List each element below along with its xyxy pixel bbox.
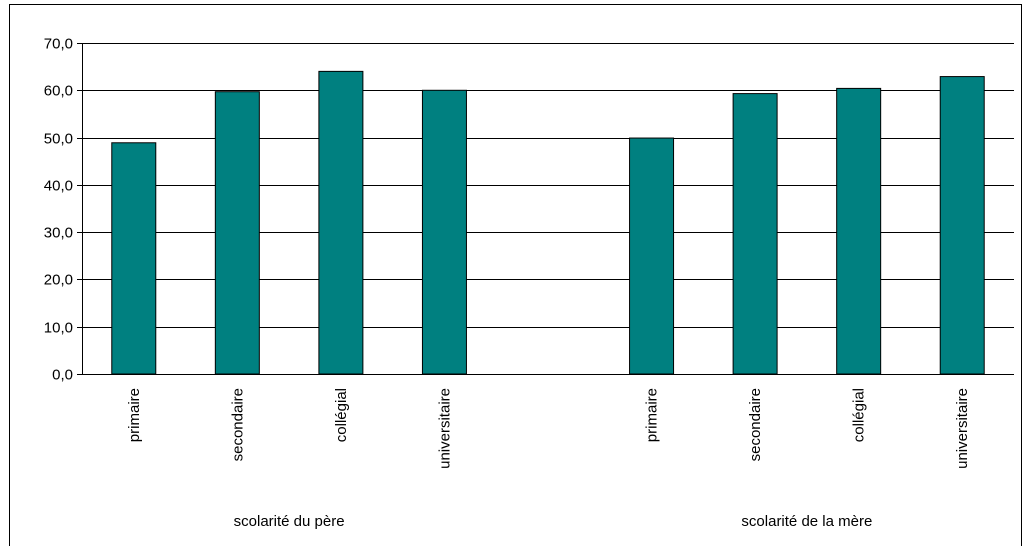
bar xyxy=(836,87,882,375)
bar xyxy=(318,70,364,375)
group-label: scolarité de la mère xyxy=(741,513,872,530)
category-label: universitaire xyxy=(436,388,453,469)
bars xyxy=(111,70,985,375)
bar xyxy=(732,93,778,375)
bar xyxy=(214,91,260,375)
y-tick-label: 70,0 xyxy=(44,36,73,53)
bar xyxy=(629,137,675,375)
bar xyxy=(421,89,467,375)
y-tick-label: 10,0 xyxy=(44,320,73,337)
y-tick-label: 50,0 xyxy=(44,131,73,148)
category-label: secondaire xyxy=(229,388,246,461)
y-tick-label: 60,0 xyxy=(44,83,73,100)
chart-border xyxy=(9,4,1022,546)
category-label: primaire xyxy=(126,388,143,442)
category-label: secondaire xyxy=(747,388,764,461)
bar xyxy=(939,76,985,375)
category-label: primaire xyxy=(644,388,661,442)
y-tick-label: 30,0 xyxy=(44,225,73,242)
y-tick-label: 20,0 xyxy=(44,272,73,289)
axes xyxy=(77,43,1014,375)
y-tick-label: 40,0 xyxy=(44,178,73,195)
category-label: collégial xyxy=(851,388,868,442)
labels: 0,0 10,0 20,0 30,0 40,0 50,0 60,0 70,0 primaire s… xyxy=(44,36,971,531)
group-label: scolarité du père xyxy=(234,513,345,530)
y-tick-label: 0,0 xyxy=(52,367,73,384)
category-label: collégial xyxy=(333,388,350,442)
bar xyxy=(111,142,157,375)
category-label: universitaire xyxy=(954,388,971,469)
